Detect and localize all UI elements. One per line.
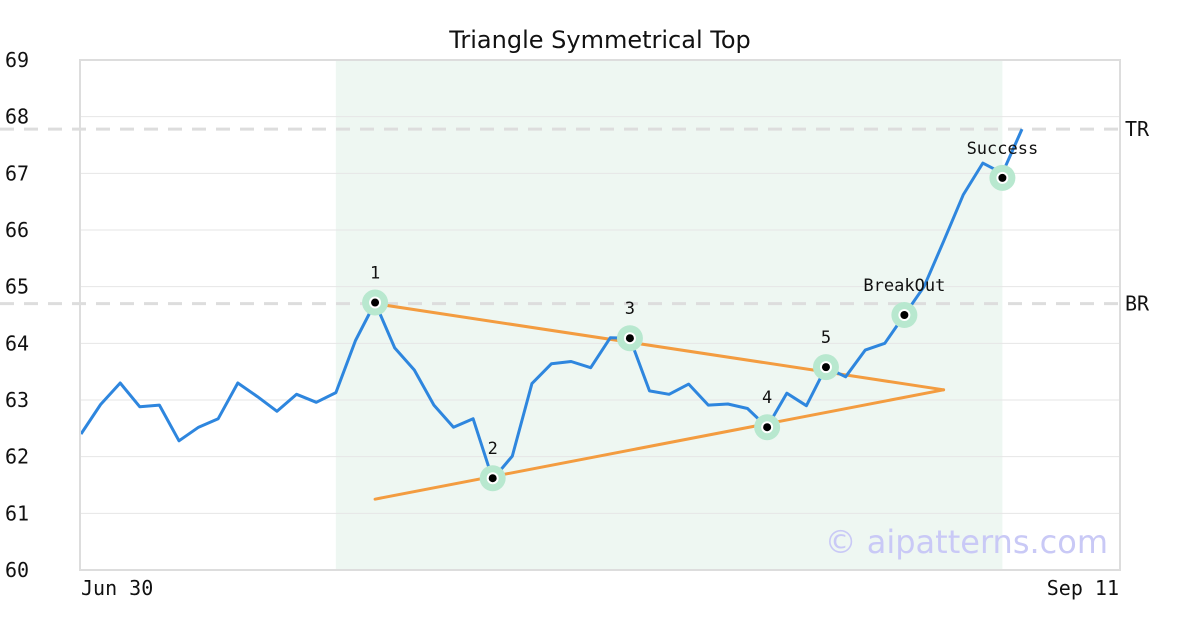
- price-line: [79, 128, 1024, 481]
- chart-title: Triangle Symmetrical Top: [448, 26, 751, 54]
- point-label: 3: [625, 299, 635, 319]
- y-tick-label: 64: [5, 331, 29, 355]
- watermark: © aipatterns.com: [825, 523, 1108, 561]
- level-label: BR: [1125, 292, 1150, 316]
- level-label: TR: [1125, 117, 1150, 141]
- y-tick-label: 68: [5, 105, 29, 129]
- trendline: [373, 302, 946, 392]
- point-marker: [998, 173, 1007, 182]
- y-tick-label: 69: [5, 48, 29, 72]
- y-tick-label: 62: [5, 445, 29, 469]
- point-label: BreakOut: [863, 276, 945, 296]
- x-tick-label: Sep 11: [1047, 576, 1119, 600]
- point-marker: [821, 363, 830, 372]
- point-marker: [900, 311, 909, 319]
- point-label: Success: [967, 139, 1039, 159]
- x-tick-label: Jun 30: [81, 576, 153, 600]
- y-tick-label: 66: [5, 218, 29, 242]
- point-label: 5: [821, 328, 831, 348]
- y-tick-label: 63: [5, 388, 29, 412]
- plot-frame: [79, 59, 1121, 571]
- y-tick-label: 60: [5, 558, 29, 582]
- y-tick-label: 61: [5, 501, 29, 525]
- y-tick-label: 67: [5, 161, 29, 185]
- point-marker: [625, 334, 634, 343]
- point-label: 4: [762, 388, 772, 408]
- trendline: [373, 388, 946, 501]
- point-marker: [371, 298, 380, 307]
- point-label: 1: [370, 264, 380, 284]
- point-marker: [763, 423, 772, 432]
- point-marker: [488, 474, 497, 483]
- y-tick-label: 65: [5, 275, 29, 299]
- point-label: 2: [488, 439, 498, 459]
